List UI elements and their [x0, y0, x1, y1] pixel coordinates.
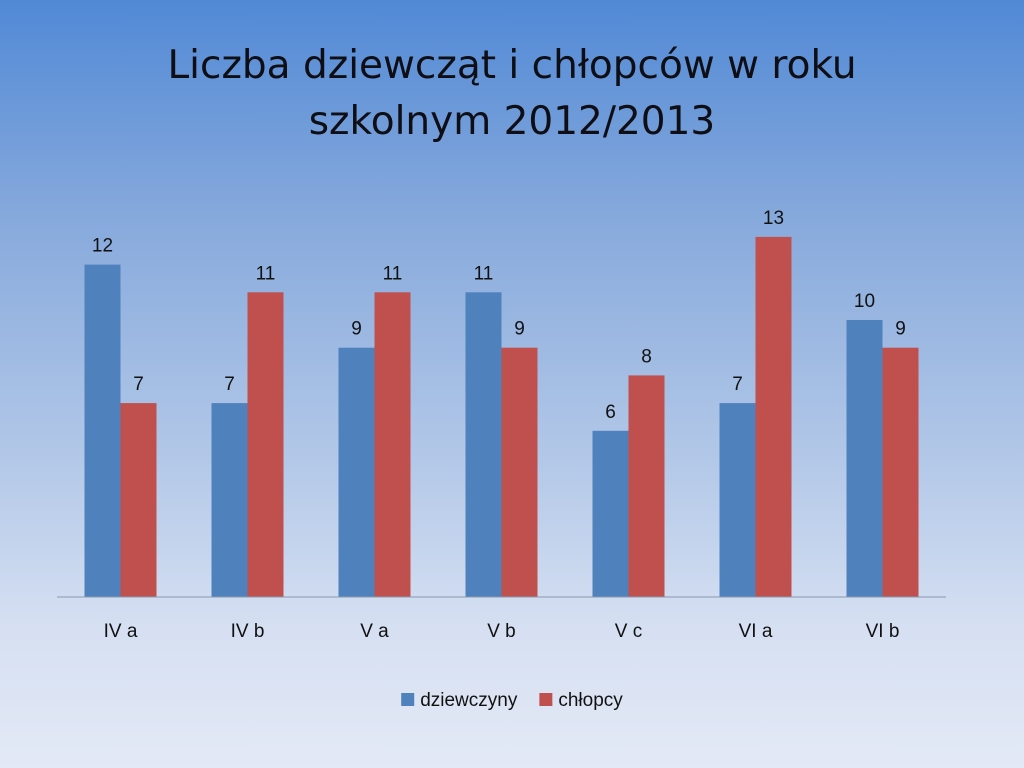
bar-chłopcy-V-c: [628, 375, 665, 597]
bar-chłopcy-VI-a: [755, 236, 792, 597]
bar-chłopcy-V-a: [374, 292, 411, 597]
bar-dziewczyny-V-c: [592, 430, 629, 597]
x-tick-label: V a: [360, 621, 389, 642]
chart-title-line-2: szkolnym 2012/2013: [308, 99, 716, 144]
bar-chłopcy-IV-a: [120, 403, 157, 597]
bar-dziewczyny-VI-a: [719, 403, 756, 597]
data-label: 7: [732, 374, 743, 395]
legend-item-chłopcy: chłopcy: [539, 690, 623, 711]
legend-item-dziewczyny: dziewczyny: [401, 690, 518, 711]
x-tick-labels: IV a IV b V a V b V c VI a VI b: [104, 621, 900, 642]
bar-chłopcy-VI-b: [882, 347, 919, 597]
legend: dziewczyny chłopcy: [401, 690, 623, 711]
data-labels-layer: 12 7 7 11 9 11 11 9 6 8 7 13 10 9: [92, 208, 906, 423]
data-label: 7: [133, 374, 144, 395]
data-label: 11: [256, 263, 276, 284]
x-tick-label: VI a: [739, 621, 773, 642]
bars-layer: [84, 236, 919, 597]
legend-swatch: [401, 693, 415, 706]
data-label: 9: [514, 319, 525, 340]
bar-dziewczyny-V-b: [465, 292, 502, 597]
bar-chłopcy-IV-b: [247, 292, 284, 597]
data-label: 11: [383, 263, 403, 284]
bar-dziewczyny-IV-a: [84, 264, 121, 597]
data-label: 8: [641, 346, 652, 367]
bar-chłopcy-V-b: [501, 347, 538, 597]
data-label: 7: [224, 374, 235, 395]
data-label: 6: [605, 402, 616, 423]
bar-dziewczyny-IV-b: [211, 403, 248, 597]
x-tick-label: V b: [487, 621, 516, 642]
legend-label: chłopcy: [558, 690, 623, 711]
x-tick-label: V c: [615, 621, 642, 642]
chart-title: Liczba dziewcząt i chłopców w roku szkol…: [0, 38, 1024, 150]
bar-dziewczyny-V-a: [338, 347, 375, 597]
bar-dziewczyny-VI-b: [846, 320, 883, 597]
x-tick-label: IV a: [104, 621, 138, 642]
data-label: 10: [854, 291, 875, 312]
legend-label: dziewczyny: [420, 690, 518, 711]
data-label: 11: [474, 263, 494, 284]
x-tick-label: IV b: [231, 621, 265, 642]
data-label: 9: [351, 319, 362, 340]
data-label: 13: [763, 208, 784, 229]
chart-title-line-1: Liczba dziewcząt i chłopców w roku: [167, 43, 857, 88]
data-label: 12: [92, 236, 113, 257]
x-tick-label: VI b: [866, 621, 900, 642]
legend-swatch: [539, 693, 553, 706]
data-label: 9: [895, 319, 906, 340]
